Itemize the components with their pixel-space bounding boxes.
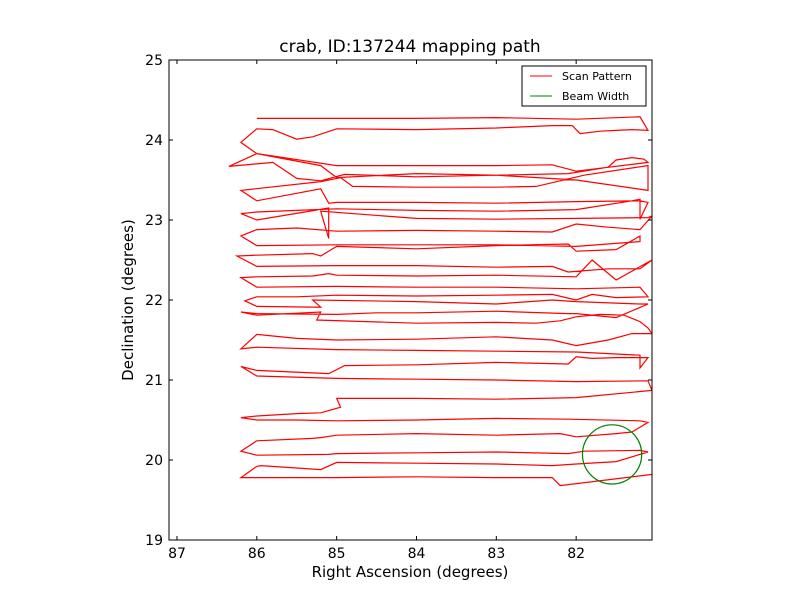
legend: Scan Pattern Beam Width	[521, 65, 647, 107]
legend-label-scan-pattern: Scan Pattern	[562, 70, 632, 83]
y-tick-label: 24	[145, 133, 163, 149]
x-tick-label: 84	[408, 546, 426, 562]
y-tick-label: 19	[145, 533, 163, 549]
y-tick-label: 23	[145, 213, 163, 229]
plot-data-layer	[228, 116, 652, 487]
y-tick-label: 22	[145, 293, 163, 309]
x-axis: 87 86 85 84 83 82	[168, 60, 585, 562]
y-tick-label: 25	[145, 53, 163, 69]
beam-width-circle	[581, 424, 643, 485]
x-tick-label: 85	[328, 546, 346, 562]
chart-title: crab, ID:137244 mapping path	[279, 37, 540, 57]
x-tick-label: 83	[487, 546, 505, 562]
x-tick-label: 86	[248, 546, 266, 562]
y-axis-label: Declination (degrees)	[119, 219, 137, 381]
legend-label-beam-width: Beam Width	[562, 90, 629, 103]
y-tick-label: 20	[145, 453, 163, 469]
y-tick-label: 21	[145, 373, 163, 389]
legend-box	[521, 65, 647, 107]
x-tick-label: 87	[168, 546, 186, 562]
y-axis: 19 20 21 22 23 24 25	[145, 53, 652, 549]
x-tick-label: 82	[567, 546, 585, 562]
scan-pattern-line	[228, 116, 652, 487]
x-axis-label: Right Ascension (degrees)	[312, 563, 509, 581]
